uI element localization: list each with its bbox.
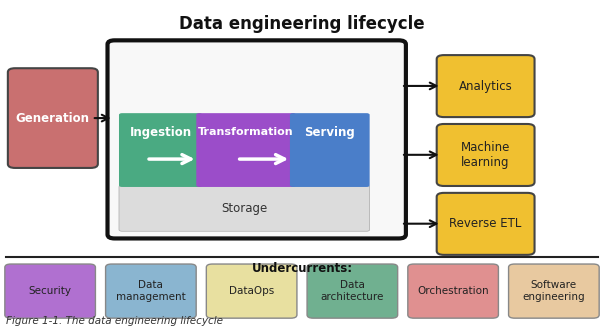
Text: Generation: Generation <box>16 112 90 125</box>
FancyBboxPatch shape <box>106 264 196 318</box>
Text: Data engineering lifecycle: Data engineering lifecycle <box>179 15 425 33</box>
Text: Machine
learning: Machine learning <box>461 141 510 169</box>
Text: Data
architecture: Data architecture <box>321 280 384 302</box>
FancyBboxPatch shape <box>408 264 498 318</box>
FancyBboxPatch shape <box>108 40 406 238</box>
Text: Orchestration: Orchestration <box>417 286 489 296</box>
Text: Figure 1-1. The data engineering lifecycle: Figure 1-1. The data engineering lifecyc… <box>6 317 223 326</box>
FancyBboxPatch shape <box>437 193 535 255</box>
Text: Reverse ETL: Reverse ETL <box>449 217 522 230</box>
Text: Ingestion: Ingestion <box>130 126 191 139</box>
FancyBboxPatch shape <box>119 113 202 187</box>
FancyBboxPatch shape <box>196 113 296 187</box>
Text: Storage: Storage <box>221 202 268 215</box>
Text: Serving: Serving <box>304 126 355 139</box>
FancyBboxPatch shape <box>207 264 297 318</box>
Text: Undercurrents:: Undercurrents: <box>251 262 353 276</box>
FancyBboxPatch shape <box>290 113 370 187</box>
FancyBboxPatch shape <box>437 55 535 117</box>
FancyBboxPatch shape <box>5 264 95 318</box>
Text: Data
management: Data management <box>116 280 186 302</box>
Text: Analytics: Analytics <box>459 80 512 92</box>
FancyBboxPatch shape <box>307 264 397 318</box>
FancyBboxPatch shape <box>8 68 98 168</box>
Text: DataOps: DataOps <box>229 286 274 296</box>
FancyBboxPatch shape <box>509 264 599 318</box>
FancyBboxPatch shape <box>437 124 535 186</box>
Text: Security: Security <box>28 286 72 296</box>
Text: Software
engineering: Software engineering <box>522 280 585 302</box>
FancyBboxPatch shape <box>119 185 370 231</box>
Text: Transformation: Transformation <box>198 128 294 137</box>
